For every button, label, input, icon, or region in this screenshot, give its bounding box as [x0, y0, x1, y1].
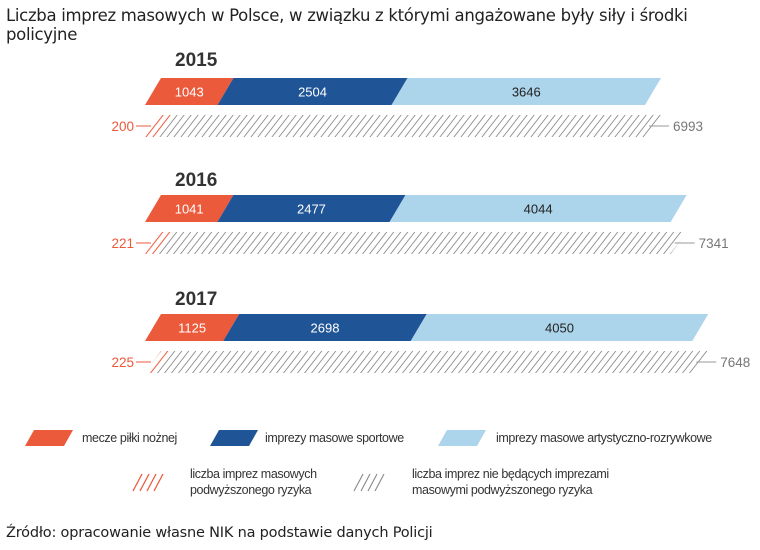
bar-segment	[145, 195, 234, 222]
legend-hatch-high-risk	[139, 473, 150, 492]
hatch-bar-high-risk	[145, 115, 171, 137]
hatch-bar-other	[145, 351, 709, 373]
legend-hatch-high-risk	[146, 473, 157, 492]
bar-segment	[410, 314, 709, 341]
bar-segment	[145, 78, 234, 105]
legend-swatch	[25, 430, 73, 446]
bar-value-label: 1041	[175, 202, 204, 217]
chart-title: Liczba imprez masowych w Polsce, w związ…	[6, 6, 688, 44]
bar-value-label: 4050	[545, 321, 574, 336]
bar-value-label: 2504	[298, 85, 327, 100]
legend-label-football: mecze piłki nożnej	[82, 431, 177, 445]
legend-hatch-high-risk	[153, 473, 164, 492]
legend-swatch	[438, 430, 486, 446]
hatch-bar-other	[145, 115, 661, 137]
legend-label-other-line2: masowymi podwyższonego ryzyka	[412, 483, 593, 497]
legend-label-other: liczba imprez nie będących imprezami mas…	[412, 466, 609, 498]
bar-segment	[145, 314, 240, 341]
legend-label-high-risk-line1: liczba imprez masowych	[190, 467, 317, 481]
legend-label-art: imprezy masowe artystyczno-rozrywkowe	[496, 431, 712, 445]
bar-segment	[217, 195, 406, 222]
bar-segment	[389, 195, 687, 222]
other-value-label: 7341	[699, 236, 729, 251]
bar-value-label: 2698	[311, 321, 340, 336]
legend-label-sport: imprezy masowe sportowe	[265, 431, 404, 445]
bar-value-label: 1043	[175, 85, 204, 100]
legend-hatch-other	[374, 473, 385, 492]
legend-hatch-high-risk	[132, 473, 143, 492]
legend-label-high-risk: liczba imprez masowych podwyższonego ryz…	[190, 466, 317, 498]
source-note: Źródło: opracowanie własne NIK na podsta…	[6, 525, 433, 541]
bar-value-label: 2477	[297, 202, 326, 217]
high-risk-value-label: 200	[111, 119, 134, 134]
hatch-bar-high-risk	[145, 351, 172, 373]
legend-swatch	[210, 430, 258, 446]
legend-hatch-other	[367, 473, 378, 492]
hatch-bar-high-risk	[145, 232, 172, 254]
legend-hatch-other	[360, 473, 371, 492]
bar-segment	[217, 78, 408, 105]
bar-segment	[223, 314, 427, 341]
legend-hatch-other	[353, 473, 364, 492]
year-label: 2015	[175, 50, 218, 71]
bar-value-label: 3646	[512, 85, 541, 100]
hatch-bar-other	[145, 232, 687, 254]
legend-label-high-risk-line2: podwyższonego ryzyka	[190, 483, 312, 497]
legend-label-other-line1: liczba imprez nie będących imprezami	[412, 467, 609, 481]
high-risk-value-label: 225	[111, 355, 134, 370]
high-risk-value-label: 221	[111, 236, 134, 251]
year-label: 2017	[175, 289, 217, 310]
other-value-label: 6993	[673, 119, 703, 134]
bar-value-label: 4044	[524, 202, 553, 217]
bar-segment	[391, 78, 661, 105]
other-value-label: 7648	[720, 355, 750, 370]
bar-value-label: 1125	[178, 321, 206, 336]
year-label: 2016	[175, 170, 217, 191]
